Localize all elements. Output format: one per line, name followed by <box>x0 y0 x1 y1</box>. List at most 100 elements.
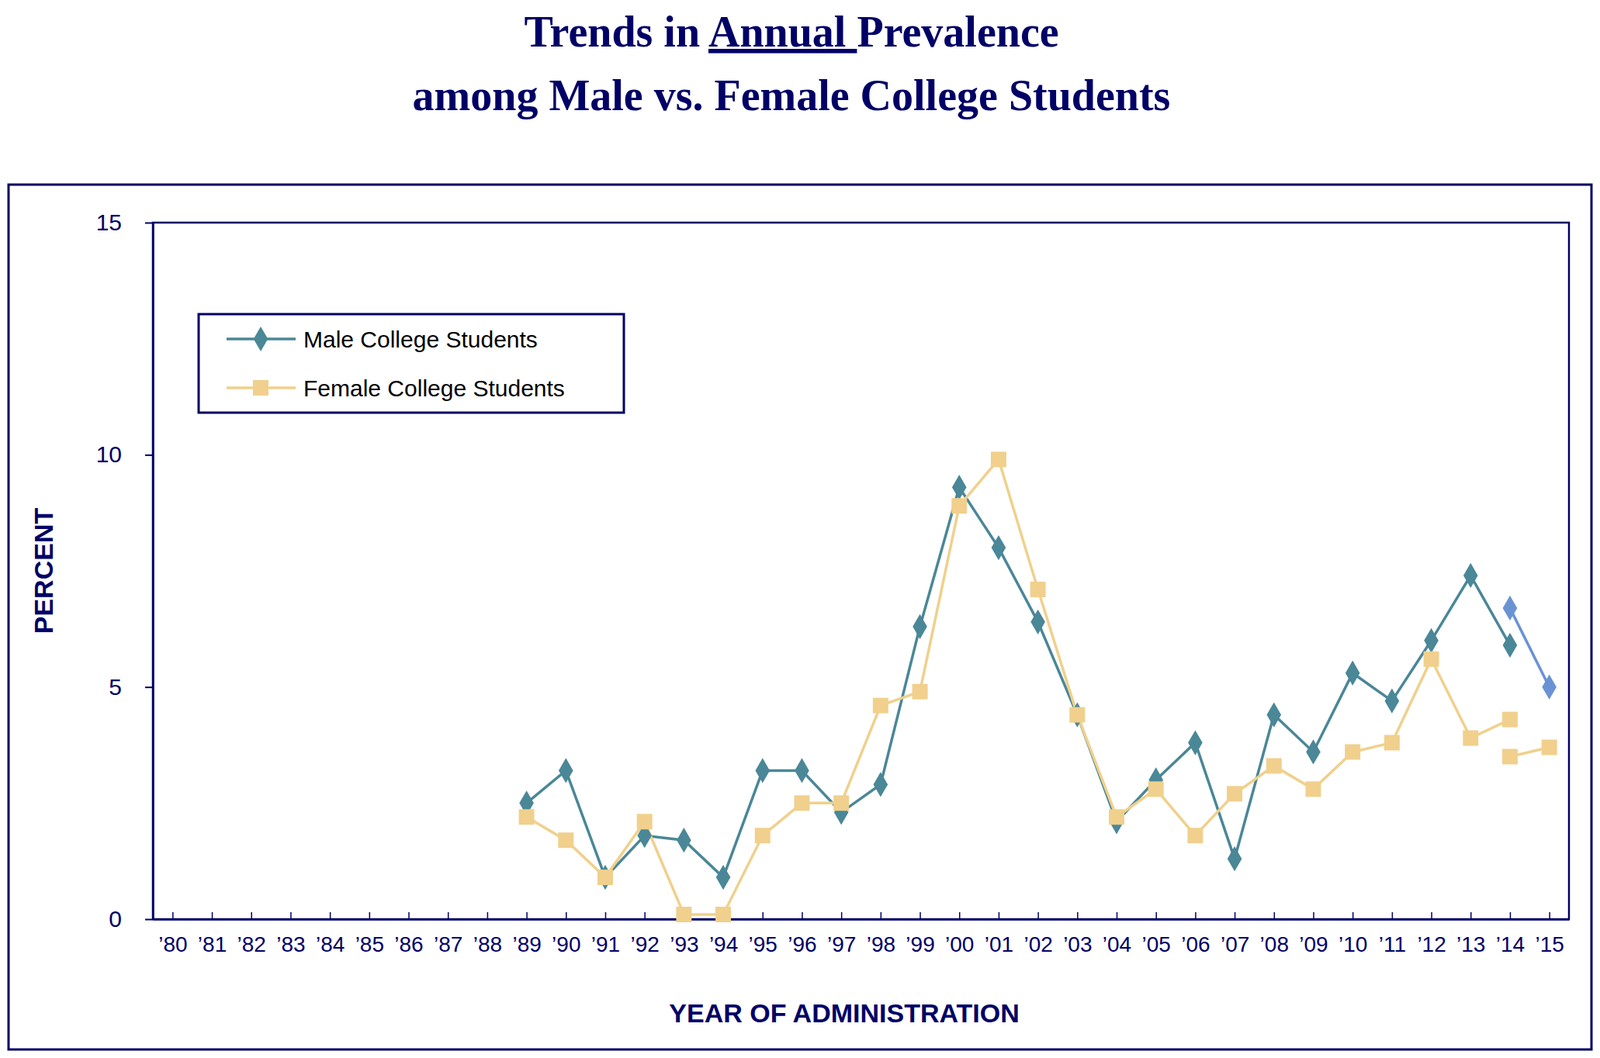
x-tick-label: ’02 <box>1023 932 1053 957</box>
series-marker <box>990 451 1007 468</box>
series-marker <box>1108 809 1125 825</box>
x-tick-label: ’94 <box>709 932 738 957</box>
x-tick-label: ’06 <box>1180 932 1210 957</box>
series-marker <box>1344 744 1361 760</box>
y-tick-mark <box>145 686 153 689</box>
x-tick-label: ’91 <box>591 932 620 957</box>
series-marker <box>793 795 810 811</box>
x-tick-label: ’86 <box>394 932 423 957</box>
y-tick-label: 5 <box>108 674 122 700</box>
series-marker <box>1069 707 1085 724</box>
x-axis-line <box>153 918 1570 922</box>
x-tick: ’03 <box>1063 912 1092 957</box>
series-marker <box>1305 781 1321 797</box>
x-tick-label: ’01 <box>984 932 1014 957</box>
x-tick: ’91 <box>591 912 620 957</box>
x-tick-mark <box>1234 912 1237 920</box>
series-line <box>526 459 1510 915</box>
legend-label: Female College Students <box>303 375 565 402</box>
x-tick: ’04 <box>1102 912 1132 957</box>
x-tick: ’08 <box>1260 912 1289 957</box>
y-axis: 0 5 10 15 <box>96 209 154 932</box>
x-tick: ’12 <box>1416 912 1446 957</box>
title: Trends in Annual Prevalenceamong Male vs… <box>412 7 1171 120</box>
y-axis-line <box>152 223 155 921</box>
series-marker <box>1462 730 1479 747</box>
x-tick-label: ’14 <box>1496 932 1525 957</box>
x-tick-label: ’85 <box>355 932 385 957</box>
y-axis-title: PERCENT <box>28 508 59 635</box>
series-marker <box>1385 689 1400 714</box>
series-marker <box>557 832 574 849</box>
x-tick-label: ’83 <box>276 932 305 957</box>
x-tick-mark <box>1116 912 1119 920</box>
x-tick-label: ’13 <box>1456 932 1486 957</box>
series-marker <box>597 869 613 886</box>
x-tick-mark <box>408 912 410 920</box>
series-marker <box>1109 809 1125 835</box>
series-marker <box>1266 702 1282 728</box>
x-tick-label: ’05 <box>1142 932 1171 957</box>
x-tick: ’10 <box>1338 912 1368 957</box>
x-tick-mark <box>998 912 1001 920</box>
x-tick-mark <box>1312 912 1315 920</box>
legend-marker <box>252 380 269 396</box>
x-tick: ’00 <box>945 912 974 957</box>
series-marker <box>675 907 692 923</box>
plot-frame <box>152 222 1569 920</box>
x-tick-label: ’08 <box>1260 932 1289 957</box>
x-tick-label: ’82 <box>237 932 267 957</box>
x-tick: ’15 <box>1534 912 1564 957</box>
y-tick: 15 <box>96 209 153 236</box>
lines <box>526 459 1550 915</box>
x-tick-label: ’93 <box>669 932 699 957</box>
y-tick: 5 <box>108 674 153 700</box>
series-marker <box>1502 748 1518 765</box>
y-tick-label: 15 <box>96 209 122 236</box>
x-tick-mark <box>605 912 607 920</box>
x-tick: ’97 <box>827 912 856 957</box>
x-tick: ’14 <box>1496 912 1525 957</box>
series-marker <box>1030 581 1046 598</box>
series-marker <box>716 865 731 891</box>
x-tick-mark <box>250 912 253 920</box>
title-line: among Male vs. Female College Students <box>412 71 1171 120</box>
x-tick: ’01 <box>984 912 1014 957</box>
series-marker <box>1345 661 1361 686</box>
x-tick-mark <box>1509 912 1512 920</box>
x-tick: ’90 <box>551 912 581 957</box>
x-tick-mark <box>487 912 489 920</box>
x-tick-mark <box>290 912 292 920</box>
series-marker <box>598 865 613 891</box>
series-marker <box>1266 758 1282 774</box>
series-marker <box>912 684 929 700</box>
x-tick-mark <box>1077 912 1079 920</box>
x-tick: ’84 <box>315 912 345 957</box>
y-tick-label: 0 <box>108 906 122 932</box>
series-marker <box>794 758 810 783</box>
x-tick: ’13 <box>1456 912 1486 957</box>
series-marker <box>952 474 967 500</box>
series-marker <box>558 758 574 783</box>
x-tick: ’02 <box>1023 912 1053 957</box>
series-line <box>1509 608 1550 688</box>
outer-frame <box>8 184 1592 1050</box>
legend-marker <box>253 326 269 352</box>
x-tick-label: ’87 <box>433 932 463 957</box>
x-tick: ’98 <box>866 912 896 957</box>
series-marker <box>519 809 535 825</box>
x-tick-mark <box>644 912 646 920</box>
x-tick: ’80 <box>158 912 188 957</box>
x-tick: ’82 <box>237 912 267 957</box>
x-tick-mark <box>369 912 371 920</box>
series-marker <box>1227 846 1243 872</box>
x-tick-label: ’92 <box>630 932 659 957</box>
x-tick-mark <box>329 912 332 920</box>
y-tick: 10 <box>96 441 153 468</box>
x-tick-label: ’11 <box>1378 932 1407 957</box>
series-marker <box>1226 786 1243 802</box>
x-tick-label: ’00 <box>945 932 974 957</box>
series-marker <box>1541 675 1557 700</box>
series-marker <box>833 795 849 811</box>
y-tick-mark <box>145 222 153 225</box>
